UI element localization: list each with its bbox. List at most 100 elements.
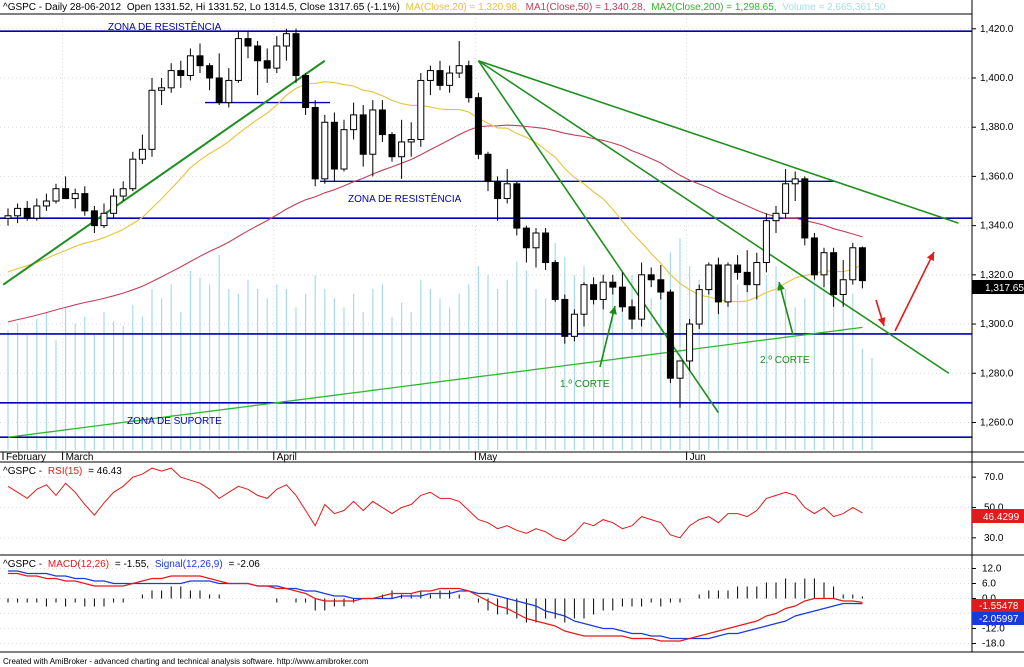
- candle-body: [100, 212, 108, 227]
- price-tick-label: 1,340.0: [980, 221, 1014, 232]
- month-label: February: [6, 452, 46, 463]
- price-tick-label: 1,280.0: [980, 368, 1014, 379]
- macd-value-tag: -1.55478: [972, 599, 1024, 612]
- candle-body: [638, 274, 646, 320]
- up-arrow-shaft: [894, 251, 935, 332]
- candle-body: [628, 306, 636, 320]
- macd-line: [8, 572, 863, 642]
- candle-body: [801, 178, 809, 239]
- candle-body: [772, 212, 780, 222]
- month-label: April: [277, 452, 297, 463]
- candle-body: [225, 79, 233, 104]
- rsi-tick-label: 50.0: [984, 503, 1004, 514]
- indicators-layer: [7, 467, 863, 642]
- candle-body: [676, 360, 684, 379]
- month-label: May: [478, 452, 497, 463]
- candle-body: [167, 70, 175, 89]
- candle-body: [830, 252, 838, 296]
- second-cut-arrow-shaft: [778, 281, 794, 336]
- macd-tick-label: -18.0: [982, 639, 1005, 650]
- last-price-tag-bg: [972, 280, 1024, 294]
- candle-body: [484, 153, 492, 182]
- candle-body: [810, 237, 818, 276]
- candle-body: [465, 65, 473, 99]
- candle-body: [474, 97, 482, 155]
- candle-body: [186, 55, 194, 77]
- trendline: [478, 59, 959, 224]
- candle-body: [42, 200, 50, 207]
- candle-body: [330, 121, 338, 170]
- candle-body: [561, 298, 569, 337]
- candle-body: [350, 114, 358, 131]
- rsi-tick-label: 30.0: [984, 533, 1004, 544]
- candle-body: [551, 262, 559, 300]
- candle-body: [282, 33, 290, 47]
- candle-body: [609, 281, 617, 288]
- candle-body: [158, 87, 166, 91]
- candle-body: [311, 107, 319, 180]
- candle-body: [426, 70, 434, 81]
- price-tick-label: 1,380.0: [980, 122, 1014, 133]
- candle-body: [782, 183, 790, 214]
- candle-body: [110, 195, 118, 214]
- ma200-line: [7, 326, 863, 438]
- first-cut-arrow-head: [609, 306, 617, 315]
- candle-body: [724, 264, 732, 303]
- rsi-tag-text: 46.4299: [983, 512, 1020, 523]
- candle-body: [494, 180, 502, 200]
- candle-body: [532, 232, 540, 249]
- resistance-zone-mid-label: ZONA DE RESISTÊNCIA: [348, 192, 462, 205]
- candle-body: [234, 38, 242, 81]
- candle-body: [138, 148, 146, 160]
- up-arrow-head: [926, 252, 934, 261]
- macd-tag-text: -1.55478: [979, 601, 1019, 612]
- price-tick-label: 1,360.0: [980, 171, 1014, 182]
- candle-body: [196, 55, 204, 67]
- rsi-header: ^GSPC - RSI(15) = 46.43: [3, 466, 122, 477]
- candle-body: [215, 77, 223, 104]
- macd-tag-bg: [972, 599, 1024, 612]
- candle-body: [455, 65, 463, 74]
- candle-body: [129, 158, 137, 190]
- candle-body: [369, 109, 377, 155]
- candle-body: [820, 252, 828, 276]
- price-tick-label: 1,400.0: [980, 73, 1014, 84]
- first-cut-arrow-shaft: [599, 305, 616, 368]
- candle-body: [743, 271, 751, 286]
- candle-body: [244, 38, 252, 47]
- macd-tick-label: 12.0: [982, 564, 1002, 575]
- candle-body: [762, 220, 770, 264]
- candle-body: [542, 232, 550, 264]
- macd-tick-label: -12.0: [982, 624, 1005, 635]
- candle-body: [81, 193, 89, 212]
- rsi-value-tag: 46.4299: [972, 509, 1024, 523]
- candle-body: [321, 121, 329, 180]
- candle-body: [62, 188, 70, 200]
- candle-body: [263, 60, 271, 69]
- price-tick-label: 1,260.0: [980, 417, 1014, 428]
- candle-body: [292, 33, 300, 77]
- candle-body: [522, 227, 530, 249]
- candle-body: [858, 247, 866, 282]
- macd-signal-line: [8, 570, 863, 640]
- candle-body: [14, 207, 22, 217]
- candle-body: [503, 183, 511, 200]
- candle-body: [618, 286, 626, 308]
- last-price-tag-text: 1,317.65: [985, 283, 1024, 294]
- candle-body: [388, 134, 396, 158]
- candle-body: [849, 247, 857, 281]
- candle-body: [254, 45, 262, 62]
- signal-value-tag: -2.05997: [972, 612, 1024, 625]
- candle-body: [359, 114, 367, 155]
- candle-body: [714, 264, 722, 303]
- trendlines-layer: [2, 59, 959, 414]
- candle-body: [33, 205, 41, 219]
- down-arrow-head: [877, 317, 886, 326]
- resistance-zone-top-label: ZONA DE RESISTÊNCIA: [108, 20, 222, 33]
- candle-body: [647, 274, 655, 281]
- candle-body: [791, 178, 799, 185]
- candle-body: [753, 262, 761, 286]
- month-label: Jun: [690, 452, 706, 463]
- trendline: [477, 60, 720, 414]
- macd-tick-label: 6.0: [982, 579, 996, 590]
